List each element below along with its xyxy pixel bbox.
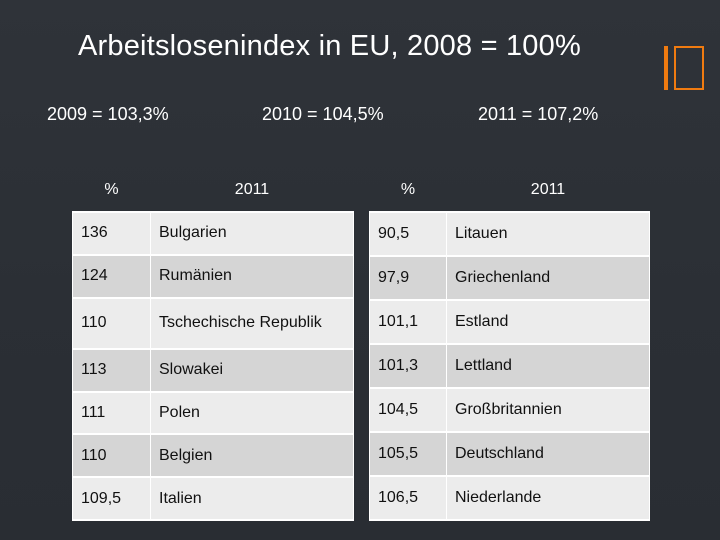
table-row: 110 Tschechische Republik	[72, 297, 354, 350]
table-row: 101,3 Lettland	[369, 344, 650, 389]
cell-value: 110	[72, 434, 151, 479]
cell-country: Litauen	[446, 212, 650, 257]
cell-value: 113	[72, 348, 151, 393]
cell-value: 104,5	[369, 388, 447, 433]
cell-country: Polen	[150, 391, 354, 436]
accent-bar-thin	[664, 46, 668, 90]
table-row: 97,9 Griechenland	[369, 256, 650, 301]
cell-value: 109,5	[72, 477, 151, 521]
table-header-row: % 2011	[72, 168, 354, 213]
table-left: % 2011 136 Bulgarien 124 Rumänien 110 Ts…	[72, 168, 354, 521]
table-row: 106,5 Niederlande	[369, 476, 650, 521]
cell-country: Italien	[150, 477, 354, 521]
table-row: 113 Slowakei	[72, 348, 354, 393]
table-row: 136 Bulgarien	[72, 212, 354, 256]
cell-country: Deutschland	[446, 432, 650, 477]
column-header-percent: %	[72, 168, 151, 213]
cell-country: Belgien	[150, 434, 354, 479]
cell-value: 101,1	[369, 300, 447, 345]
table-right: % 2011 90,5 Litauen 97,9 Griechenland 10…	[369, 168, 650, 521]
column-header-percent: %	[369, 168, 447, 213]
cell-country: Niederlande	[446, 476, 650, 521]
table-header-row: % 2011	[369, 168, 650, 213]
stat-2010: 2010 = 104,5%	[262, 104, 384, 124]
table-row: 105,5 Deutschland	[369, 432, 650, 477]
cell-value: 90,5	[369, 212, 447, 257]
table-row: 110 Belgien	[72, 434, 354, 479]
cell-value: 124	[72, 254, 151, 299]
stat-2011: 2011 = 107,2%	[478, 104, 599, 124]
cell-value: 101,3	[369, 344, 447, 389]
accent-bar-box	[674, 46, 704, 90]
cell-value: 97,9	[369, 256, 447, 301]
column-header-year: 2011	[446, 168, 650, 213]
stat-2009: 2009 = 103,3%	[47, 104, 169, 124]
table-row: 109,5 Italien	[72, 477, 354, 521]
cell-value: 110	[72, 297, 151, 350]
table-row: 104,5 Großbritannien	[369, 388, 650, 433]
cell-country: Slowakei	[150, 348, 354, 393]
cell-country: Lettland	[446, 344, 650, 389]
cell-country: Estland	[446, 300, 650, 345]
cell-country: Großbritannien	[446, 388, 650, 433]
cell-country: Tschechische Republik	[150, 297, 354, 350]
table-row: 111 Polen	[72, 391, 354, 436]
cell-country: Griechenland	[446, 256, 650, 301]
page-title: Arbeitslosenindex in EU, 2008 = 100%	[78, 30, 581, 62]
table-row: 101,1 Estland	[369, 300, 650, 345]
cell-country: Bulgarien	[150, 212, 354, 256]
cell-country: Rumänien	[150, 254, 354, 299]
table-row: 90,5 Litauen	[369, 212, 650, 257]
cell-value: 111	[72, 391, 151, 436]
table-row: 124 Rumänien	[72, 254, 354, 299]
column-header-year: 2011	[150, 168, 354, 213]
cell-value: 106,5	[369, 476, 447, 521]
cell-value: 105,5	[369, 432, 447, 477]
cell-value: 136	[72, 212, 151, 256]
